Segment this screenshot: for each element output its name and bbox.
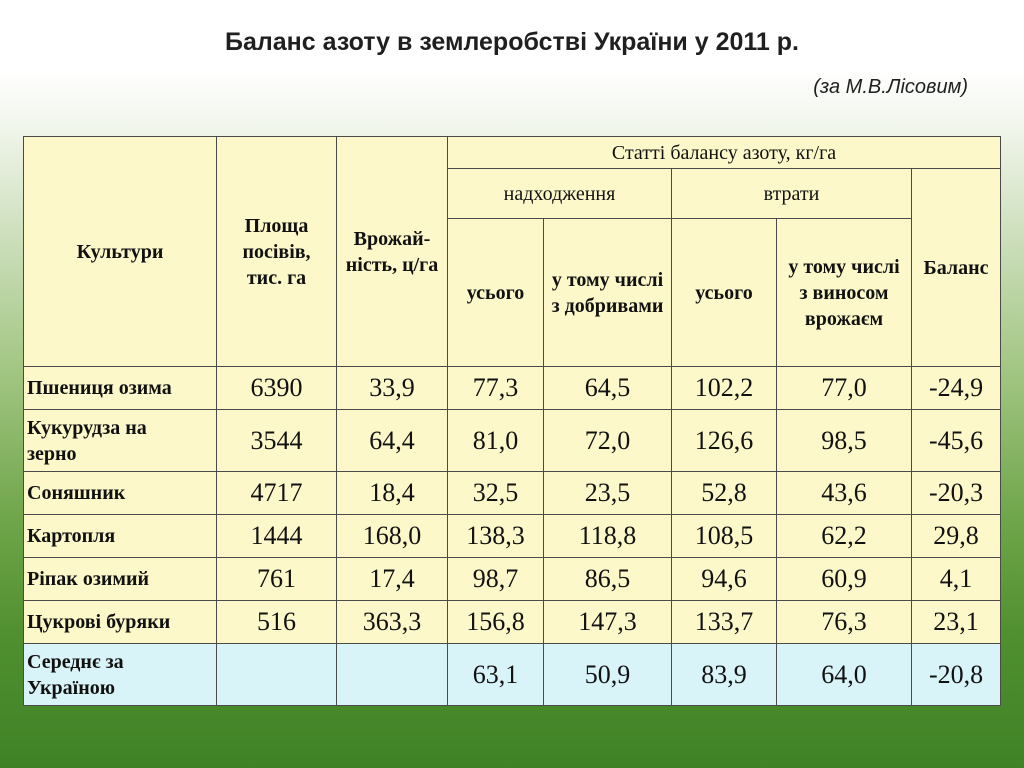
- losses-harvest-value: 62,2: [776, 514, 912, 558]
- income-fert-value: 72,0: [543, 409, 672, 472]
- area-value: 3544: [216, 409, 337, 472]
- crop-name: Цукрові буряки: [23, 600, 217, 644]
- header-income-fertilizers: у тому числі з добривами: [543, 218, 672, 367]
- income-fert-value: 118,8: [543, 514, 672, 558]
- table-row: Кукурудза на зерно 3544 64,4 81,0 72,0 1…: [23, 409, 1002, 472]
- income-fert-value: 23,5: [543, 471, 672, 515]
- area-value: 6390: [216, 366, 337, 410]
- balance-value: 4,1: [910, 557, 1002, 601]
- income-fert-value: 64,5: [543, 366, 672, 410]
- table-row: Цукрові буряки 516 363,3 156,8 147,3 133…: [23, 600, 1002, 644]
- area-value: 1444: [216, 514, 337, 558]
- income-total-value: 81,0: [447, 409, 544, 472]
- header-area: Площа посівів, тис. га: [216, 136, 337, 367]
- yield-value: 33,9: [336, 366, 448, 410]
- income-fert-value: 147,3: [543, 600, 672, 644]
- yield-value: 18,4: [336, 471, 448, 515]
- table-header: Культури Площа посівів, тис. га Врожай-н…: [23, 136, 1002, 367]
- header-income: надходження: [447, 168, 672, 219]
- header-losses-total: усього: [671, 218, 777, 367]
- crop-name: Пшениця озима: [23, 366, 217, 410]
- header-income-total: усього: [447, 218, 544, 367]
- table-row: Картопля 1444 168,0 138,3 118,8 108,5 62…: [23, 514, 1002, 558]
- yield-value: 64,4: [336, 409, 448, 472]
- header-yield: Врожай-ність, ц/га: [336, 136, 448, 367]
- income-total-value: 138,3: [447, 514, 544, 558]
- losses-total-value: 52,8: [671, 471, 777, 515]
- crop-name: Кукурудза на зерно: [23, 409, 217, 472]
- losses-total-value: 133,7: [671, 600, 777, 644]
- income-total-value: 77,3: [447, 366, 544, 410]
- income-total-value: 63,1: [447, 643, 544, 706]
- area-value: 4717: [216, 471, 337, 515]
- header-crops: Культури: [23, 136, 217, 367]
- balance-value: -45,6: [910, 409, 1002, 472]
- area-value: 516: [216, 600, 337, 644]
- header-losses-harvest: у тому числі з виносом врожаєм: [776, 218, 912, 367]
- table-row: Пшениця озима 6390 33,9 77,3 64,5 102,2 …: [23, 366, 1002, 410]
- header-losses: втрати: [671, 168, 912, 219]
- income-fert-value: 86,5: [543, 557, 672, 601]
- slide-subtitle: (за М.В.Лісовим): [813, 76, 968, 98]
- income-total-value: 98,7: [447, 557, 544, 601]
- losses-harvest-value: 64,0: [776, 643, 912, 706]
- yield-value: 168,0: [336, 514, 448, 558]
- average-row: Середнє за Україною 63,1 50,9 83,9 64,0 …: [23, 643, 1002, 706]
- header-balance: Баланс: [910, 168, 1002, 367]
- losses-harvest-value: 60,9: [776, 557, 912, 601]
- losses-total-value: 126,6: [671, 409, 777, 472]
- area-value: 761: [216, 557, 337, 601]
- losses-total-value: 102,2: [671, 366, 777, 410]
- yield-value: 363,3: [336, 600, 448, 644]
- losses-total-value: 94,6: [671, 557, 777, 601]
- yield-value: 17,4: [336, 557, 448, 601]
- crop-name: Картопля: [23, 514, 217, 558]
- header-balance-items: Статті балансу азоту, кг/га: [446, 136, 1002, 169]
- balance-value: 29,8: [910, 514, 1002, 558]
- losses-harvest-value: 76,3: [776, 600, 912, 644]
- area-value: [216, 643, 337, 706]
- table-row: Соняшник 4717 18,4 32,5 23,5 52,8 43,6 -…: [23, 471, 1002, 515]
- losses-total-value: 83,9: [671, 643, 777, 706]
- losses-harvest-value: 77,0: [776, 366, 912, 410]
- balance-value: -20,8: [910, 643, 1002, 706]
- table-row: Ріпак озимий 761 17,4 98,7 86,5 94,6 60,…: [23, 557, 1002, 601]
- balance-value: -20,3: [910, 471, 1002, 515]
- income-total-value: 32,5: [447, 471, 544, 515]
- nitrogen-balance-table: Культури Площа посівів, тис. га Врожай-н…: [23, 136, 1002, 706]
- slide-title: Баланс азоту в землеробстві України у 20…: [225, 28, 799, 56]
- crop-name: Ріпак озимий: [23, 557, 217, 601]
- income-total-value: 156,8: [447, 600, 544, 644]
- average-label: Середнє за Україною: [23, 643, 217, 706]
- balance-value: 23,1: [910, 600, 1002, 644]
- losses-total-value: 108,5: [671, 514, 777, 558]
- income-fert-value: 50,9: [543, 643, 672, 706]
- losses-harvest-value: 98,5: [776, 409, 912, 472]
- crop-name: Соняшник: [23, 471, 217, 515]
- balance-value: -24,9: [910, 366, 1002, 410]
- losses-harvest-value: 43,6: [776, 471, 912, 515]
- yield-value: [336, 643, 448, 706]
